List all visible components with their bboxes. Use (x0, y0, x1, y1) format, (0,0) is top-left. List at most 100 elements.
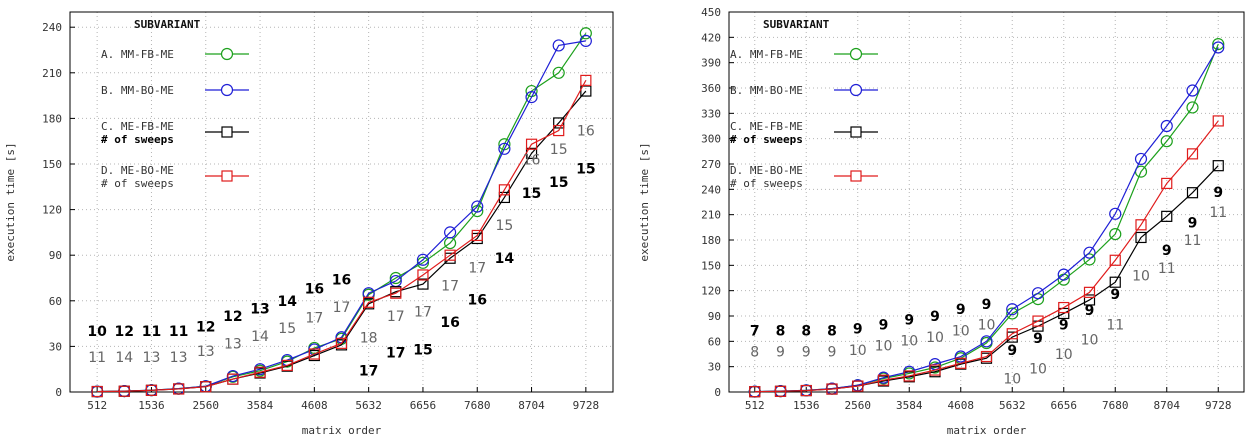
sweep-count-label: 10 (1132, 268, 1150, 284)
data-point (1186, 148, 1199, 160)
y-tick-label: 60 (708, 335, 721, 348)
data-point (1160, 119, 1173, 133)
sweep-count-label: 8 (827, 323, 837, 339)
data-point (1160, 135, 1173, 148)
y-tick-label: 270 (701, 158, 721, 171)
data-point (363, 296, 375, 308)
y-axis-label: execution time [s] (638, 142, 651, 261)
sweep-count-label: 9 (1033, 331, 1043, 347)
data-point (498, 142, 511, 155)
sweep-count-label: 15 (413, 342, 432, 358)
sweep-count-label: 10 (926, 330, 944, 346)
data-point (579, 34, 592, 47)
data-point (852, 380, 864, 392)
sweep-count-label: 17 (441, 279, 459, 295)
data-point (200, 381, 212, 393)
sweep-count-label: 11 (142, 324, 161, 340)
sweep-count-label: 13 (197, 344, 215, 360)
sweep-count-label: 15 (576, 162, 595, 178)
data-point (553, 124, 565, 137)
data-point (444, 226, 457, 239)
data-point (1109, 254, 1121, 266)
y-tick-label: 150 (42, 158, 62, 171)
data-point (826, 383, 838, 395)
y-tick-label: 180 (42, 112, 62, 125)
data-point (1161, 177, 1173, 190)
x-tick-label: 6656 (410, 399, 437, 412)
x-tick-label: 9728 (1205, 399, 1232, 412)
sweep-count-label: 9 (853, 322, 863, 338)
sweep-count-label: 15 (550, 142, 568, 158)
legend-marker (221, 170, 233, 182)
data-point (525, 138, 538, 150)
x-tick-label: 5632 (999, 399, 1026, 412)
sweep-count-label: 15 (549, 175, 568, 191)
sweep-count-label: 17 (386, 345, 405, 361)
data-point (800, 384, 812, 397)
legend-label: B. MM-BO-ME (101, 84, 174, 97)
x-tick-label: 3584 (247, 399, 274, 412)
data-point (1006, 303, 1019, 316)
sweep-count-label: 10 (952, 323, 970, 339)
data-point (1057, 268, 1070, 281)
sweep-count-label: 9 (956, 302, 966, 318)
x-axis-label: matrix order (302, 424, 382, 437)
data-point (1135, 219, 1147, 231)
data-point (1058, 307, 1070, 320)
sweep-count-label: 17 (387, 309, 405, 325)
data-point (498, 184, 510, 196)
sweep-count-label: 7 (750, 323, 760, 339)
left-chart: 512 1536 2560 3584 4608 5632 6656 7680 8704 9728 0… (4, 11, 614, 437)
sweep-count-label: 13 (250, 301, 269, 317)
y-tick-label: 420 (701, 31, 721, 44)
y-tick-label: 0 (55, 386, 62, 399)
legend-label: # of sweeps (730, 133, 803, 146)
sweep-count-label: 17 (468, 260, 486, 276)
legend-label: D. ME-BO-ME (101, 164, 174, 177)
legend-label: # of sweeps (101, 177, 174, 190)
sweep-count-label: 15 (495, 218, 513, 234)
data-point (1032, 315, 1044, 327)
sweep-count-label: 16 (468, 292, 487, 308)
legend-marker (849, 47, 863, 61)
x-tick-label: 9728 (573, 399, 600, 412)
sweep-count-label: 9 (776, 344, 785, 360)
data-point (390, 287, 402, 299)
sweep-count-label: 12 (115, 324, 134, 340)
legend: SUBVARIANT A. MM-FB-ME B. MM-BO-ME C. ME-FB… (101, 18, 249, 190)
data-point (552, 39, 565, 52)
data-point (91, 385, 103, 398)
legend: SUBVARIANT A. MM-FB-ME B. MM-BO-ME C. ME-FB… (730, 18, 878, 190)
legend-label: B. MM-BO-ME (730, 84, 803, 97)
sweep-count-label: 17 (305, 311, 323, 327)
sweep-count-label: 10 (849, 343, 867, 359)
sweep-count-label: 10 (1081, 333, 1099, 349)
data-point (552, 66, 565, 79)
y-tick-label: 180 (701, 234, 721, 247)
series-line-d (754, 120, 1219, 393)
data-point (980, 350, 993, 363)
sweep-count-label: 11 (1184, 233, 1202, 249)
sweep-count-label: 10 (875, 339, 893, 355)
x-tick-label: 3584 (896, 399, 923, 412)
sweep-count-label: 16 (577, 124, 595, 140)
data-point (1186, 187, 1199, 199)
data-point (1006, 328, 1018, 340)
sweep-count-label: 9 (1188, 215, 1198, 231)
data-point (1109, 227, 1122, 241)
y-tick-label: 210 (701, 209, 721, 222)
y-tick-label: 390 (701, 57, 721, 70)
data-point (389, 271, 402, 285)
data-point (416, 253, 430, 266)
legend-label: D. ME-BO-ME (730, 164, 803, 177)
x-tick-label: 2560 (193, 399, 220, 412)
series-line-a (754, 43, 1219, 393)
legend-marker (221, 126, 233, 138)
legend-marker (220, 47, 234, 61)
sweep-count-label: 11 (1106, 317, 1124, 333)
y-tick-label: 120 (701, 285, 721, 298)
plot-frame (69, 11, 614, 393)
legend-label: A. MM-FB-ME (101, 48, 174, 61)
x-tick-label: 1536 (138, 399, 165, 412)
data-point (954, 350, 967, 363)
